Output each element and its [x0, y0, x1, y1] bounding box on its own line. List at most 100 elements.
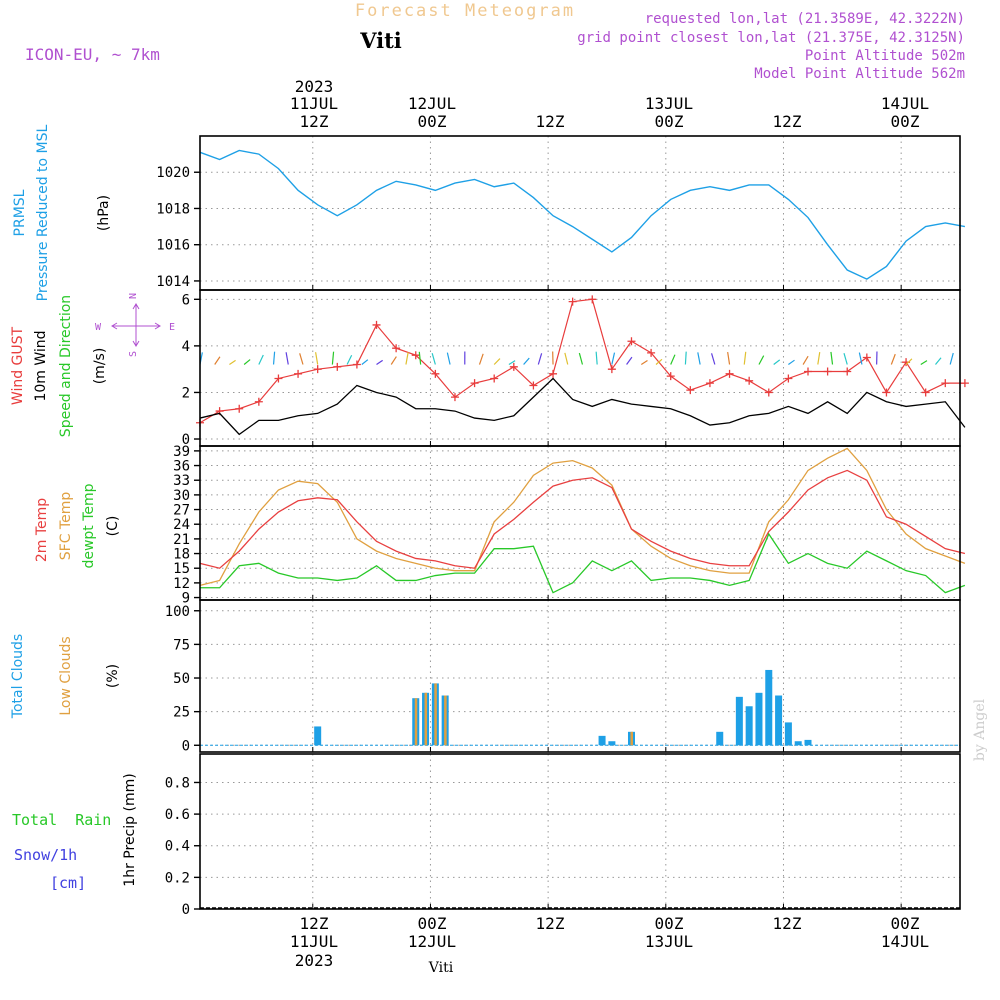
- top-time-label: 12Z: [773, 112, 802, 131]
- series-layer: [196, 149, 969, 594]
- prmsl-label: PRMSL: [12, 189, 28, 236]
- pressure-desc-label: Pressure Reduced to MSL: [35, 124, 51, 301]
- ytick-label: 1018: [156, 201, 190, 217]
- bottom-time-label: 00Z: [891, 914, 920, 933]
- wind-direction-arrow: [446, 352, 451, 365]
- wind-direction-arrow: [684, 351, 687, 365]
- point-altitude: Point Altitude 502m: [805, 48, 965, 64]
- gust-marker: [274, 374, 283, 383]
- pressure-unit-label: (hPa): [96, 195, 112, 231]
- requested-coords: requested lon,lat (21.3589E, 42.3222N): [645, 11, 965, 27]
- wind10m-label: 10m Wind: [33, 330, 49, 401]
- top-date-label: 14JUL: [881, 94, 929, 113]
- pressure-panel: [199, 135, 961, 291]
- ytick-label: 33: [173, 473, 190, 489]
- bottom-time-axis: 12Z 11JUL 2023 00Z 12JUL 12Z 00Z 13JUL 1…: [290, 914, 929, 970]
- footer-location: Viti: [428, 960, 454, 976]
- snow-unit-label: [cm]: [50, 874, 86, 892]
- ytick-label: 21: [173, 532, 190, 548]
- temp-labels: 2m Temp SFC Temp dewpt Temp (C): [34, 483, 121, 568]
- wind-direction-arrow: [626, 356, 633, 365]
- ytick-label: 27: [173, 503, 190, 519]
- ytick-label: 15: [173, 561, 190, 577]
- ytick-label: 0.2: [165, 870, 190, 886]
- gust-marker: [823, 367, 832, 376]
- cloud-bars-layer: [200, 669, 960, 909]
- bottom-date-label: 13JUL: [645, 932, 693, 951]
- wind-direction-arrow: [578, 352, 584, 365]
- wind-direction-arrow: [920, 360, 928, 366]
- precip-panel: [199, 753, 961, 910]
- total-clouds-label: Total Clouds: [10, 634, 26, 719]
- wind-direction-arrow: [299, 353, 304, 365]
- total-cloud-bar: [598, 735, 606, 746]
- sfc-temp-line: [199, 447, 966, 586]
- gust-marker: [804, 367, 812, 376]
- compass-arrows-icon: [111, 303, 161, 347]
- bottom-year-label: 2023: [295, 951, 334, 970]
- ytick-label: 0.8: [165, 775, 190, 791]
- grid-layer: [200, 136, 960, 910]
- wind-direction-arrow: [595, 351, 598, 365]
- credit-text: by Angel: [972, 698, 988, 761]
- chart-title: Forecast Meteogram: [355, 1, 575, 21]
- wind-direction-arrow: [418, 351, 422, 365]
- gust-marker: [705, 379, 714, 388]
- gust-marker: [843, 367, 852, 376]
- total-rain-label: Total Rain: [12, 811, 111, 829]
- gust-marker: [470, 379, 479, 388]
- gust-marker: [509, 362, 518, 371]
- precip-unit-label: 1hr Precip (mm): [122, 773, 138, 886]
- total-cloud-bar: [745, 706, 753, 746]
- wind-direction-arrow: [537, 353, 543, 365]
- wind-direction-arrow: [949, 352, 954, 365]
- wind-direction-arrow: [229, 359, 236, 366]
- wind-direction-arrow: [258, 354, 264, 365]
- bottom-time-label: 00Z: [418, 914, 447, 933]
- wind-direction-arrow: [405, 352, 409, 365]
- wind-direction-arrow: [905, 358, 913, 365]
- ytick-label: 0.6: [165, 807, 190, 823]
- wind-direction-arrow: [272, 351, 276, 365]
- gust-marker: [725, 369, 734, 378]
- wind-direction-arrow: [346, 354, 353, 365]
- wind-direction-arrow: [214, 356, 221, 365]
- gust-marker: [392, 344, 401, 353]
- ytick-label: 6: [182, 292, 190, 308]
- gust-marker: [941, 379, 950, 388]
- top-year-label: 2023: [295, 77, 334, 96]
- total-cloud-bar: [716, 731, 724, 746]
- total-cloud-bar: [765, 669, 773, 746]
- ytick-label: 12: [173, 576, 190, 592]
- wind-direction-arrow: [655, 358, 663, 365]
- ytick-label: 24: [173, 517, 190, 533]
- wind-compass: W E N S: [95, 293, 175, 357]
- ytick-layer: 1014101610181020024691215182124273033363…: [156, 165, 902, 918]
- wind-panel: [199, 289, 961, 447]
- low-cloud-bar: [424, 692, 428, 746]
- low-cloud-bar: [414, 698, 418, 746]
- wind-direction-arrow: [843, 353, 848, 365]
- top-date-label: 13JUL: [645, 94, 693, 113]
- wind-direction-arrow: [640, 360, 648, 366]
- wind-unit-label: (m/s): [92, 348, 108, 385]
- cloud-panel: [199, 599, 961, 753]
- gust-marker: [568, 297, 577, 306]
- ytick-label: 25: [173, 705, 190, 721]
- gust-marker: [352, 360, 361, 369]
- wind-labels: Wind GUST 10m Wind Speed and Direction (…: [10, 295, 108, 437]
- wind-direction-arrow: [773, 359, 781, 365]
- low-cloud-bar: [630, 731, 633, 746]
- gust-marker: [333, 362, 342, 371]
- low-cloud-bar: [434, 683, 437, 746]
- wind-direction-arrow: [243, 359, 251, 365]
- wind-direction-arrow: [670, 354, 676, 365]
- gridpoint-coords: grid point closest lon,lat (21.375E, 42.…: [577, 30, 965, 46]
- temp-panel: [199, 445, 961, 601]
- compass-w: W: [95, 322, 102, 333]
- gust-marker: [431, 369, 440, 378]
- wind-direction-arrow: [697, 352, 701, 365]
- gust-marker: [921, 388, 930, 397]
- wind-direction-arrow: [858, 352, 863, 365]
